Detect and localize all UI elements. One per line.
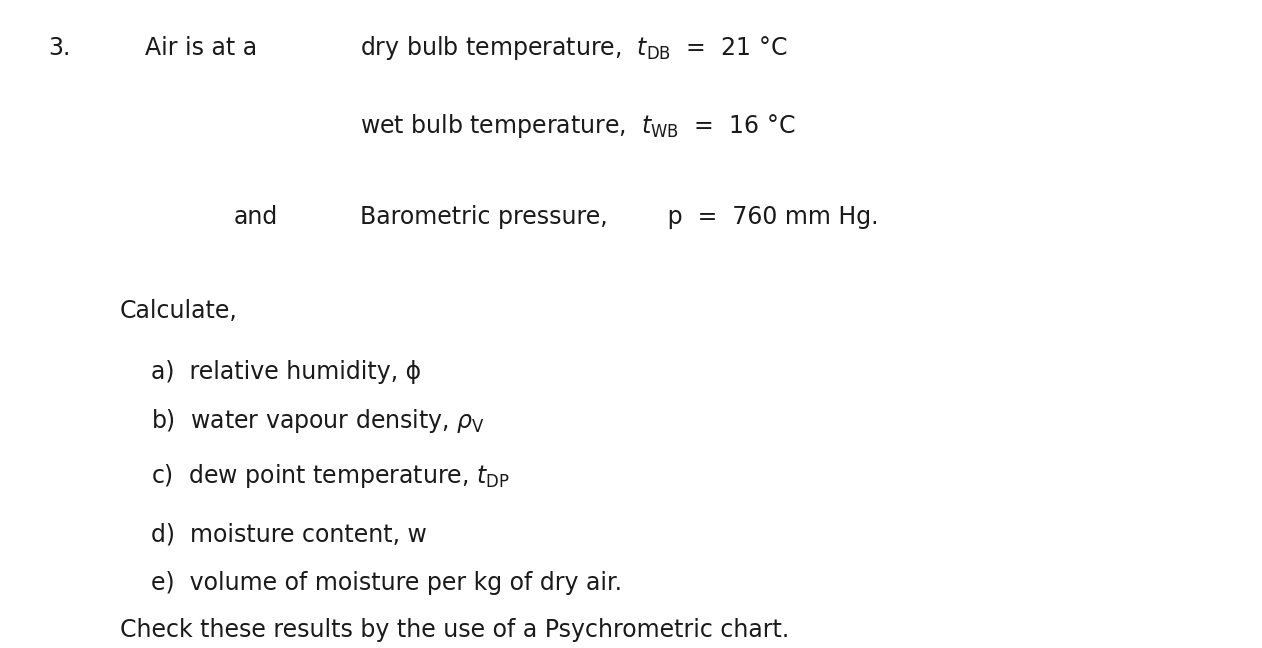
Text: dry bulb temperature,  $t_{\mathrm{DB}}$  =  21 °C: dry bulb temperature, $t_{\mathrm{DB}}$ … (360, 34, 787, 62)
Text: 3.: 3. (48, 36, 71, 60)
Text: Calculate,: Calculate, (120, 299, 237, 323)
Text: c)  dew point temperature, $t_{\mathrm{DP}}$: c) dew point temperature, $t_{\mathrm{DP… (151, 462, 510, 490)
Text: d)  moisture content, w: d) moisture content, w (151, 522, 428, 546)
Text: wet bulb temperature,  $t_{\mathrm{WB}}$  =  16 °C: wet bulb temperature, $t_{\mathrm{WB}}$ … (360, 112, 795, 140)
Text: Barometric pressure,        p  =  760 mm Hg.: Barometric pressure, p = 760 mm Hg. (360, 205, 878, 229)
Text: a)  relative humidity, ϕ: a) relative humidity, ϕ (151, 360, 422, 384)
Text: Air is at a: Air is at a (145, 36, 257, 60)
Text: Check these results by the use of a Psychrometric chart.: Check these results by the use of a Psyc… (120, 618, 789, 642)
Text: and: and (233, 205, 278, 229)
Text: e)  volume of moisture per kg of dry air.: e) volume of moisture per kg of dry air. (151, 571, 622, 595)
Text: b)  water vapour density, $\rho_{\mathrm{V}}$: b) water vapour density, $\rho_{\mathrm{… (151, 407, 486, 435)
